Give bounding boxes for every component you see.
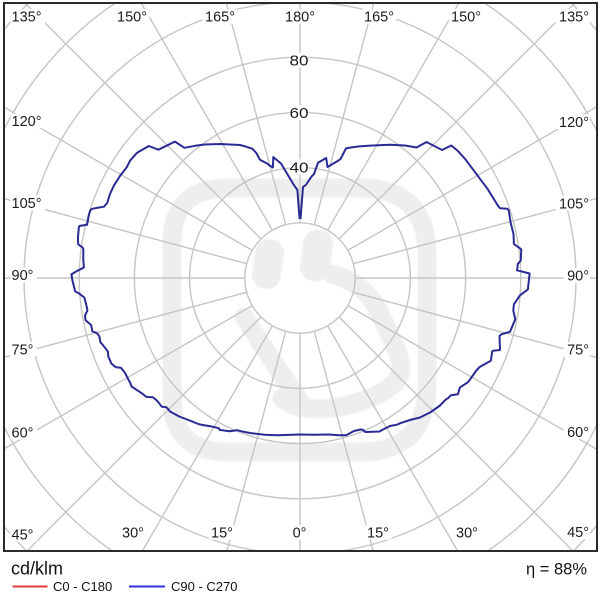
svg-text:165°: 165° [364,10,394,26]
svg-text:165°: 165° [205,10,235,26]
svg-text:C0 - C180: C0 - C180 [53,579,112,594]
svg-text:105°: 105° [559,196,589,212]
svg-text:40: 40 [290,160,309,177]
svg-text:η = 88%: η = 88% [526,561,587,579]
svg-text:60°: 60° [12,426,34,442]
svg-text:45°: 45° [567,525,589,541]
svg-text:105°: 105° [12,196,42,212]
svg-text:30°: 30° [456,526,478,542]
svg-text:60: 60 [290,105,309,122]
svg-text:75°: 75° [567,343,589,359]
svg-text:15°: 15° [211,526,233,542]
svg-text:150°: 150° [117,10,147,26]
svg-text:15°: 15° [367,526,389,542]
svg-text:45°: 45° [12,528,34,544]
svg-text:90°: 90° [12,268,34,284]
svg-text:135°: 135° [559,10,589,26]
svg-text:180°: 180° [285,10,315,26]
svg-text:60°: 60° [567,425,589,441]
svg-text:120°: 120° [12,114,42,130]
svg-text:75°: 75° [12,342,34,358]
svg-text:80: 80 [290,53,309,70]
svg-text:C90 - C270: C90 - C270 [171,579,237,594]
svg-text:120°: 120° [559,115,589,131]
svg-text:cd/klm: cd/klm [11,559,63,579]
svg-text:150°: 150° [451,10,481,26]
svg-text:30°: 30° [122,526,144,542]
svg-text:90°: 90° [567,268,589,284]
svg-text:135°: 135° [12,10,42,26]
svg-text:0°: 0° [293,526,307,542]
